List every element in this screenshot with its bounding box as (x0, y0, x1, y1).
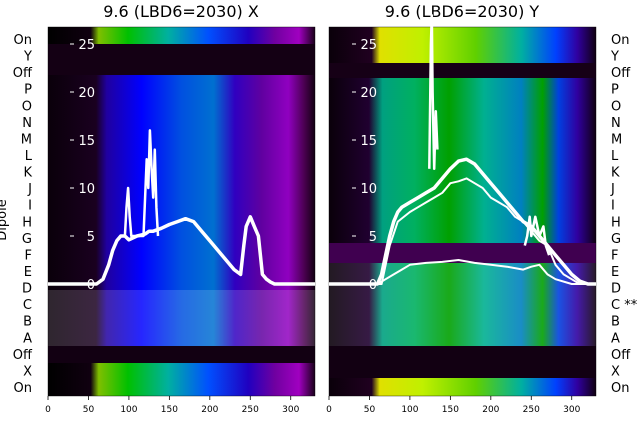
y-tick-label: 5 (369, 230, 377, 245)
row-label: F (611, 248, 618, 263)
row-label: F (25, 248, 32, 263)
row-label: M (611, 132, 622, 147)
row-label: On (14, 33, 32, 48)
x-tick-label: 100 (401, 405, 418, 415)
row-label: I (28, 199, 32, 214)
heatmap-panel-x: 9.6 (LBD6=2030) X Dipole OnXOffABCDEFGHI… (0, 2, 316, 415)
row-label: Y (23, 50, 32, 65)
row-label: N (611, 116, 621, 131)
row-label: H (611, 215, 621, 230)
series-line (428, 13, 439, 171)
x-tick-label: 200 (201, 405, 218, 415)
y-axis-label: Dipole (0, 199, 10, 240)
row-label: P (611, 83, 619, 98)
row-label: J (610, 182, 615, 197)
row-label: A (611, 331, 620, 346)
y-tick-label: 25 (78, 38, 95, 53)
row-label: Y (610, 50, 619, 65)
row-label: On (14, 381, 32, 396)
y-tick-label: 15 (78, 134, 95, 149)
y-tick-label: 5 (87, 230, 95, 245)
y-tick-label: 20 (78, 86, 95, 101)
row-label: K (611, 166, 620, 181)
x-tick-label: 50 (364, 405, 376, 415)
chart-title: 9.6 (LBD6=2030) X (103, 2, 259, 21)
row-label: O (611, 99, 621, 114)
row-label: On (611, 381, 629, 396)
x-tick-label: 50 (83, 405, 95, 415)
series-line (123, 129, 160, 238)
series-line (329, 157, 596, 286)
chart-title: 9.6 (LBD6=2030) Y (385, 2, 540, 21)
row-label: Off (611, 66, 631, 81)
x-ticks: 0 50 100 150 200 250 300 (326, 396, 581, 415)
row-label: Off (13, 66, 33, 81)
row-label: X (611, 364, 620, 379)
row-label: G (611, 232, 621, 247)
series-line (329, 259, 596, 285)
row-label: E (24, 265, 32, 280)
x-tick-label: 150 (442, 405, 459, 415)
row-label: D (611, 282, 621, 297)
x-tick-label: 300 (282, 405, 299, 415)
row-label: L (611, 149, 619, 164)
x-tick-label: 100 (120, 405, 137, 415)
x-tick-label: 0 (326, 405, 332, 415)
row-label: On (611, 33, 629, 48)
x-tick-label: 300 (563, 405, 580, 415)
row-label: K (23, 166, 32, 181)
y-tick-label: 20 (360, 86, 377, 101)
row-label: I (611, 199, 615, 214)
series-line (329, 177, 596, 285)
row-label: B (611, 315, 620, 330)
row-label: A (23, 331, 32, 346)
series-line (523, 215, 551, 256)
row-label: H (22, 215, 32, 230)
row-label: P (24, 83, 32, 98)
row-label: O (22, 99, 32, 114)
x-ticks: 0 50 100 150 200 250 300 (45, 396, 300, 415)
x-tick-label: 200 (482, 405, 499, 415)
row-label: G (22, 232, 32, 247)
row-label: C (23, 298, 32, 313)
y-tick-label: 25 (360, 38, 377, 53)
heatmap-background (328, 26, 597, 397)
series-lines (48, 129, 315, 286)
y-tick-label: 15 (360, 134, 377, 149)
series-line (48, 215, 315, 286)
heatmap-background (47, 26, 316, 397)
row-label: X (23, 364, 32, 379)
row-label: D (22, 282, 32, 297)
series-lines (329, 13, 596, 286)
x-tick-label: 250 (242, 405, 259, 415)
x-tick-label: 150 (161, 405, 178, 415)
row-label: C ** (611, 298, 638, 313)
row-label: L (25, 149, 33, 164)
x-tick-label: 0 (45, 405, 51, 415)
row-label: J (27, 182, 32, 197)
y-tick-label: 10 (360, 182, 377, 197)
row-label: E (611, 265, 619, 280)
row-label: Off (13, 348, 33, 363)
row-label: Off (611, 348, 631, 363)
x-tick-label: 250 (523, 405, 540, 415)
y-tick-label: 10 (78, 182, 95, 197)
row-label: B (23, 315, 32, 330)
row-label: M (21, 132, 32, 147)
row-label: N (22, 116, 32, 131)
